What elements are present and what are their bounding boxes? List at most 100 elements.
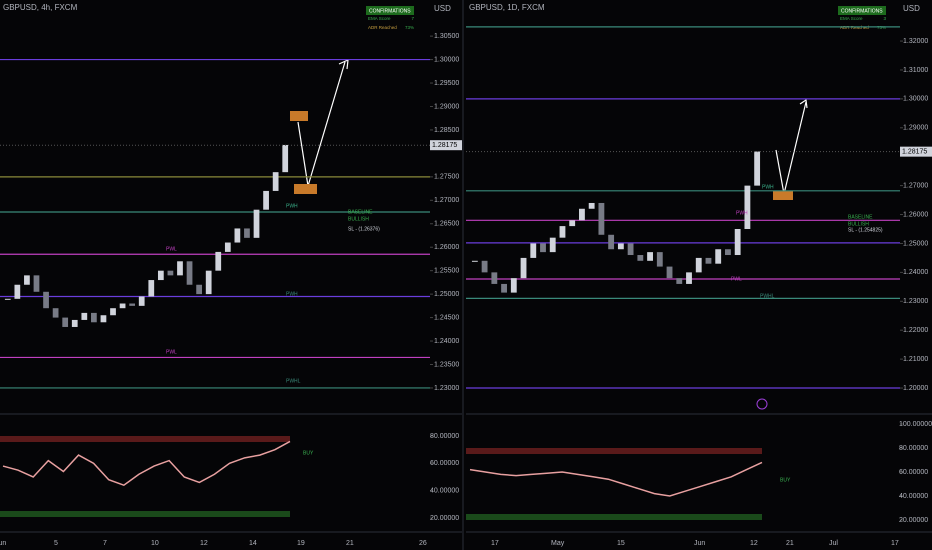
date-label: Jul	[829, 540, 838, 547]
event-icon	[756, 398, 768, 410]
candle	[205, 270, 212, 295]
candle	[138, 296, 145, 306]
annotation: PWL	[731, 276, 742, 282]
candle	[157, 270, 164, 281]
candle	[588, 202, 595, 209]
osc-tick-label: 40.00000	[899, 493, 928, 500]
candle	[177, 261, 183, 276]
confirmations-header	[838, 6, 886, 15]
price-tick-label: 1.26500	[434, 221, 459, 228]
price-tick-label: 1.29000	[903, 125, 928, 132]
annotation: BUY	[780, 477, 791, 483]
candle	[627, 243, 634, 256]
date-label: 17	[891, 540, 899, 547]
candle	[263, 190, 269, 210]
price-tick-label: 1.30000	[903, 96, 928, 103]
last-price-label: 1.28175	[902, 148, 927, 155]
confirmation-name: ADR Reached	[368, 25, 397, 30]
candle	[81, 312, 88, 320]
confirmation-name: EMA Score	[840, 16, 863, 21]
candle	[510, 278, 517, 293]
price-tick-label: 1.29000	[434, 103, 459, 110]
candle	[62, 317, 69, 327]
candle	[734, 228, 741, 256]
annotation: PWHL	[286, 378, 301, 384]
date-label: Jun	[0, 540, 6, 547]
last-price-tag	[430, 140, 462, 151]
candle	[129, 303, 136, 306]
candle	[608, 234, 615, 250]
annotation: PWH	[286, 291, 298, 297]
annotation: SL - (1.254825)	[848, 227, 883, 233]
annotation: PWH	[762, 184, 774, 190]
price-tick-label: 1.23500	[434, 361, 459, 368]
candle	[520, 257, 527, 279]
candle	[196, 284, 202, 295]
date-label: Jun	[694, 540, 705, 547]
currency-label: USD	[434, 4, 451, 13]
confirmation-value: 3	[883, 16, 886, 21]
osc-tick-label: 20.00000	[899, 517, 928, 524]
price-tick-label: 1.29500	[434, 80, 459, 87]
candle	[549, 237, 556, 253]
confirmation-value: 73%	[877, 25, 886, 30]
price-tick-label: 1.26000	[903, 211, 928, 218]
osc-tick-label: 80.00000	[430, 433, 459, 440]
confirmations-header	[366, 6, 414, 15]
osc-tick-label: 80.00000	[899, 445, 928, 452]
candle	[481, 260, 488, 273]
price-tick-label: 1.25500	[434, 268, 459, 275]
date-label: 21	[346, 540, 354, 547]
candle	[272, 172, 279, 191]
symbol-title: GBPUSD, 4h, FXCM	[3, 3, 78, 12]
symbol-title: GBPUSD, 1D, FXCM	[469, 3, 545, 12]
price-tick-label: 1.28500	[434, 127, 459, 134]
confirmation-name: EMA Score	[368, 16, 391, 21]
candle	[754, 151, 761, 186]
osc-tick-label: 60.00000	[430, 460, 459, 467]
date-label: 7	[103, 540, 107, 547]
candle	[725, 249, 731, 256]
target-box	[773, 191, 793, 200]
osc-tick-label: 40.00000	[430, 487, 459, 494]
confirmation-name: ADR Reached	[840, 25, 869, 30]
candle	[598, 202, 605, 235]
candle	[491, 272, 498, 284]
osc-tick-label: 100.00000	[899, 421, 932, 428]
annotation: PWHL	[760, 293, 775, 299]
price-tick-label: 1.24000	[434, 338, 459, 345]
price-tick-label: 1.25000	[903, 240, 928, 247]
candle	[471, 260, 478, 262]
annotation: BULLISH	[848, 221, 869, 227]
candle	[91, 312, 97, 323]
candle	[705, 257, 712, 264]
candle	[253, 209, 260, 238]
candle	[637, 255, 644, 261]
price-tick-label: 1.27500	[434, 174, 459, 181]
candle	[148, 280, 155, 297]
candle	[559, 226, 566, 238]
candle	[744, 185, 751, 229]
candle	[100, 315, 107, 323]
candle	[234, 228, 241, 243]
price-tick-label: 1.25000	[434, 291, 459, 298]
osc-tick-label: 60.00000	[899, 469, 928, 476]
date-label: 10	[151, 540, 159, 547]
confirmations-title: CONFIRMATIONS	[841, 8, 883, 14]
price-tick-label: 1.30500	[434, 33, 459, 40]
price-tick-label: 1.27000	[434, 197, 459, 204]
annotation: BUY	[303, 450, 314, 456]
candle	[14, 284, 21, 299]
annotation: PWH	[286, 203, 298, 209]
date-label: 12	[200, 540, 208, 547]
date-label: 19	[297, 540, 305, 547]
annotation: BASELINE	[348, 209, 373, 215]
candle	[282, 144, 289, 173]
candle	[666, 266, 673, 279]
candle	[617, 243, 624, 250]
date-label: May	[551, 540, 565, 547]
annotation: BULLISH	[348, 216, 369, 222]
annotation: SL - (1.26376)	[348, 226, 380, 232]
candle	[540, 243, 546, 253]
date-label: 12	[750, 540, 758, 547]
